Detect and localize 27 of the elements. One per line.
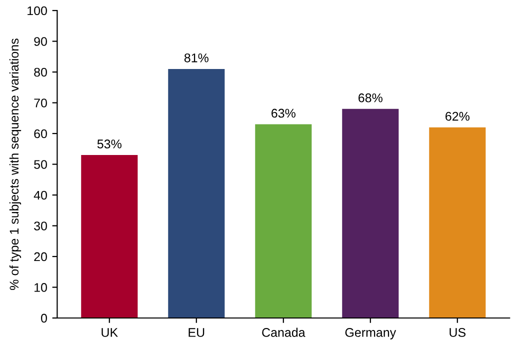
y-tick-label: 70 [34,98,47,108]
bar [429,127,486,318]
data-label: 68% [358,93,382,102]
y-tick-label: 30 [34,222,47,230]
data-label: 53% [97,140,122,148]
bar [168,68,225,318]
y-tick-label: 60 [34,129,47,138]
x-tick-label: Germany [345,328,396,340]
data-label: 63% [272,108,296,118]
x-tick-label: UK [102,328,118,337]
bar [81,155,138,318]
y-tick-label: 100 [28,6,47,16]
bar [342,108,399,318]
y-tick-label: 90 [34,37,47,46]
y-tick-label: 40 [34,190,47,200]
y-tick-label: 10 [34,283,47,292]
y-tick-label: 20 [34,252,47,262]
x-tick-label: US [450,328,466,337]
x-tick-label: Canada [262,328,306,337]
y-tick-label: 0 [41,314,47,323]
y-tick-label: 50 [34,160,47,169]
data-label: 81% [184,53,208,62]
x-tick-label: EU [188,328,204,337]
y-axis-title: % of type 1 subjects with sequence variations [9,38,22,290]
y-tick-label: 80 [34,68,47,77]
data-label: 62% [446,112,470,121]
bar [255,124,312,318]
